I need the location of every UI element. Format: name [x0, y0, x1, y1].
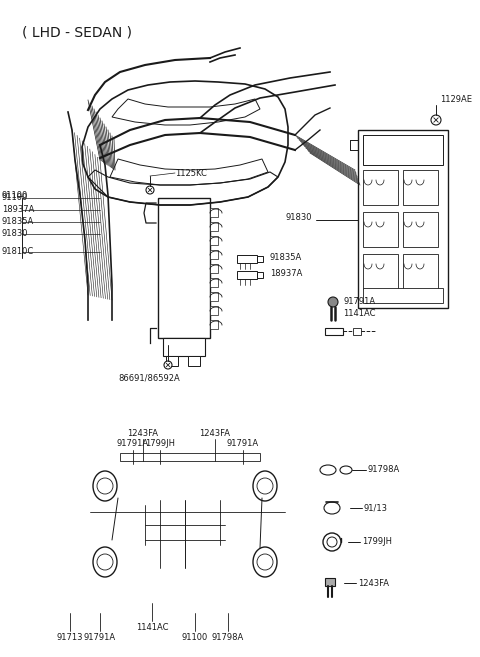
Text: 1141AC: 1141AC	[343, 309, 375, 317]
Ellipse shape	[253, 471, 277, 501]
Bar	[358, 130, 448, 308]
Bar	[210, 292, 218, 301]
Circle shape	[257, 554, 273, 570]
Circle shape	[327, 537, 337, 547]
Text: 91100: 91100	[2, 193, 28, 202]
Bar	[363, 288, 443, 303]
Text: 1141AC: 1141AC	[136, 623, 168, 633]
Bar	[188, 356, 200, 366]
Text: 1243FA: 1243FA	[358, 579, 389, 587]
Text: 1243FA: 1243FA	[128, 428, 158, 438]
Text: 86691/86592A: 86691/86592A	[118, 373, 180, 382]
Bar	[403, 170, 438, 205]
Ellipse shape	[93, 471, 117, 501]
Text: 91835A: 91835A	[270, 254, 302, 263]
Circle shape	[146, 186, 154, 194]
Text: ( LHD - SEDAN ): ( LHD - SEDAN )	[22, 25, 132, 39]
Bar	[363, 170, 398, 205]
Bar	[120, 453, 260, 461]
Text: 91791A: 91791A	[227, 440, 259, 449]
Text: 91791A: 91791A	[117, 440, 149, 449]
Circle shape	[431, 115, 441, 125]
Bar	[210, 208, 218, 217]
Bar	[166, 356, 178, 366]
Bar	[210, 250, 218, 259]
Circle shape	[323, 533, 341, 551]
Text: 18937A: 18937A	[270, 269, 302, 279]
Bar	[210, 236, 218, 245]
Text: 91798A: 91798A	[212, 633, 244, 643]
Bar	[210, 320, 218, 329]
Bar	[325, 578, 335, 586]
Bar	[163, 338, 205, 356]
Ellipse shape	[253, 547, 277, 577]
Text: 91810C: 91810C	[2, 246, 34, 256]
Text: 18937A: 18937A	[2, 204, 35, 214]
Bar	[403, 254, 438, 289]
Circle shape	[328, 297, 338, 307]
Bar	[158, 198, 210, 338]
Bar	[363, 212, 398, 247]
Text: 1125KC: 1125KC	[175, 168, 207, 177]
Bar	[257, 272, 263, 278]
Bar	[210, 264, 218, 273]
Bar	[210, 278, 218, 287]
Bar	[325, 328, 343, 335]
Bar	[237, 255, 257, 263]
Text: 1799JH: 1799JH	[362, 537, 392, 547]
Bar	[363, 254, 398, 289]
Bar	[403, 212, 438, 247]
Text: 91791A: 91791A	[84, 633, 116, 643]
Bar	[210, 306, 218, 315]
Text: 91/13: 91/13	[364, 503, 388, 512]
Text: 91830: 91830	[285, 214, 312, 223]
Bar	[257, 256, 263, 262]
Text: 91100: 91100	[182, 633, 208, 643]
Text: 1799JH: 1799JH	[145, 440, 175, 449]
Circle shape	[97, 554, 113, 570]
Circle shape	[97, 478, 113, 494]
Text: 91791A: 91791A	[343, 298, 375, 307]
Text: 91830: 91830	[2, 229, 28, 237]
Text: 91713: 91713	[57, 633, 83, 643]
Bar	[363, 135, 443, 165]
Bar	[353, 328, 361, 335]
Bar	[237, 271, 257, 279]
Text: 91798A: 91798A	[368, 466, 400, 474]
Bar	[210, 222, 218, 231]
Circle shape	[164, 361, 172, 369]
Text: 91100: 91100	[2, 191, 28, 200]
Text: 1129AE: 1129AE	[440, 95, 472, 104]
Circle shape	[257, 478, 273, 494]
Text: 91835A: 91835A	[2, 217, 34, 225]
Text: 1243FA: 1243FA	[200, 428, 230, 438]
Ellipse shape	[93, 547, 117, 577]
